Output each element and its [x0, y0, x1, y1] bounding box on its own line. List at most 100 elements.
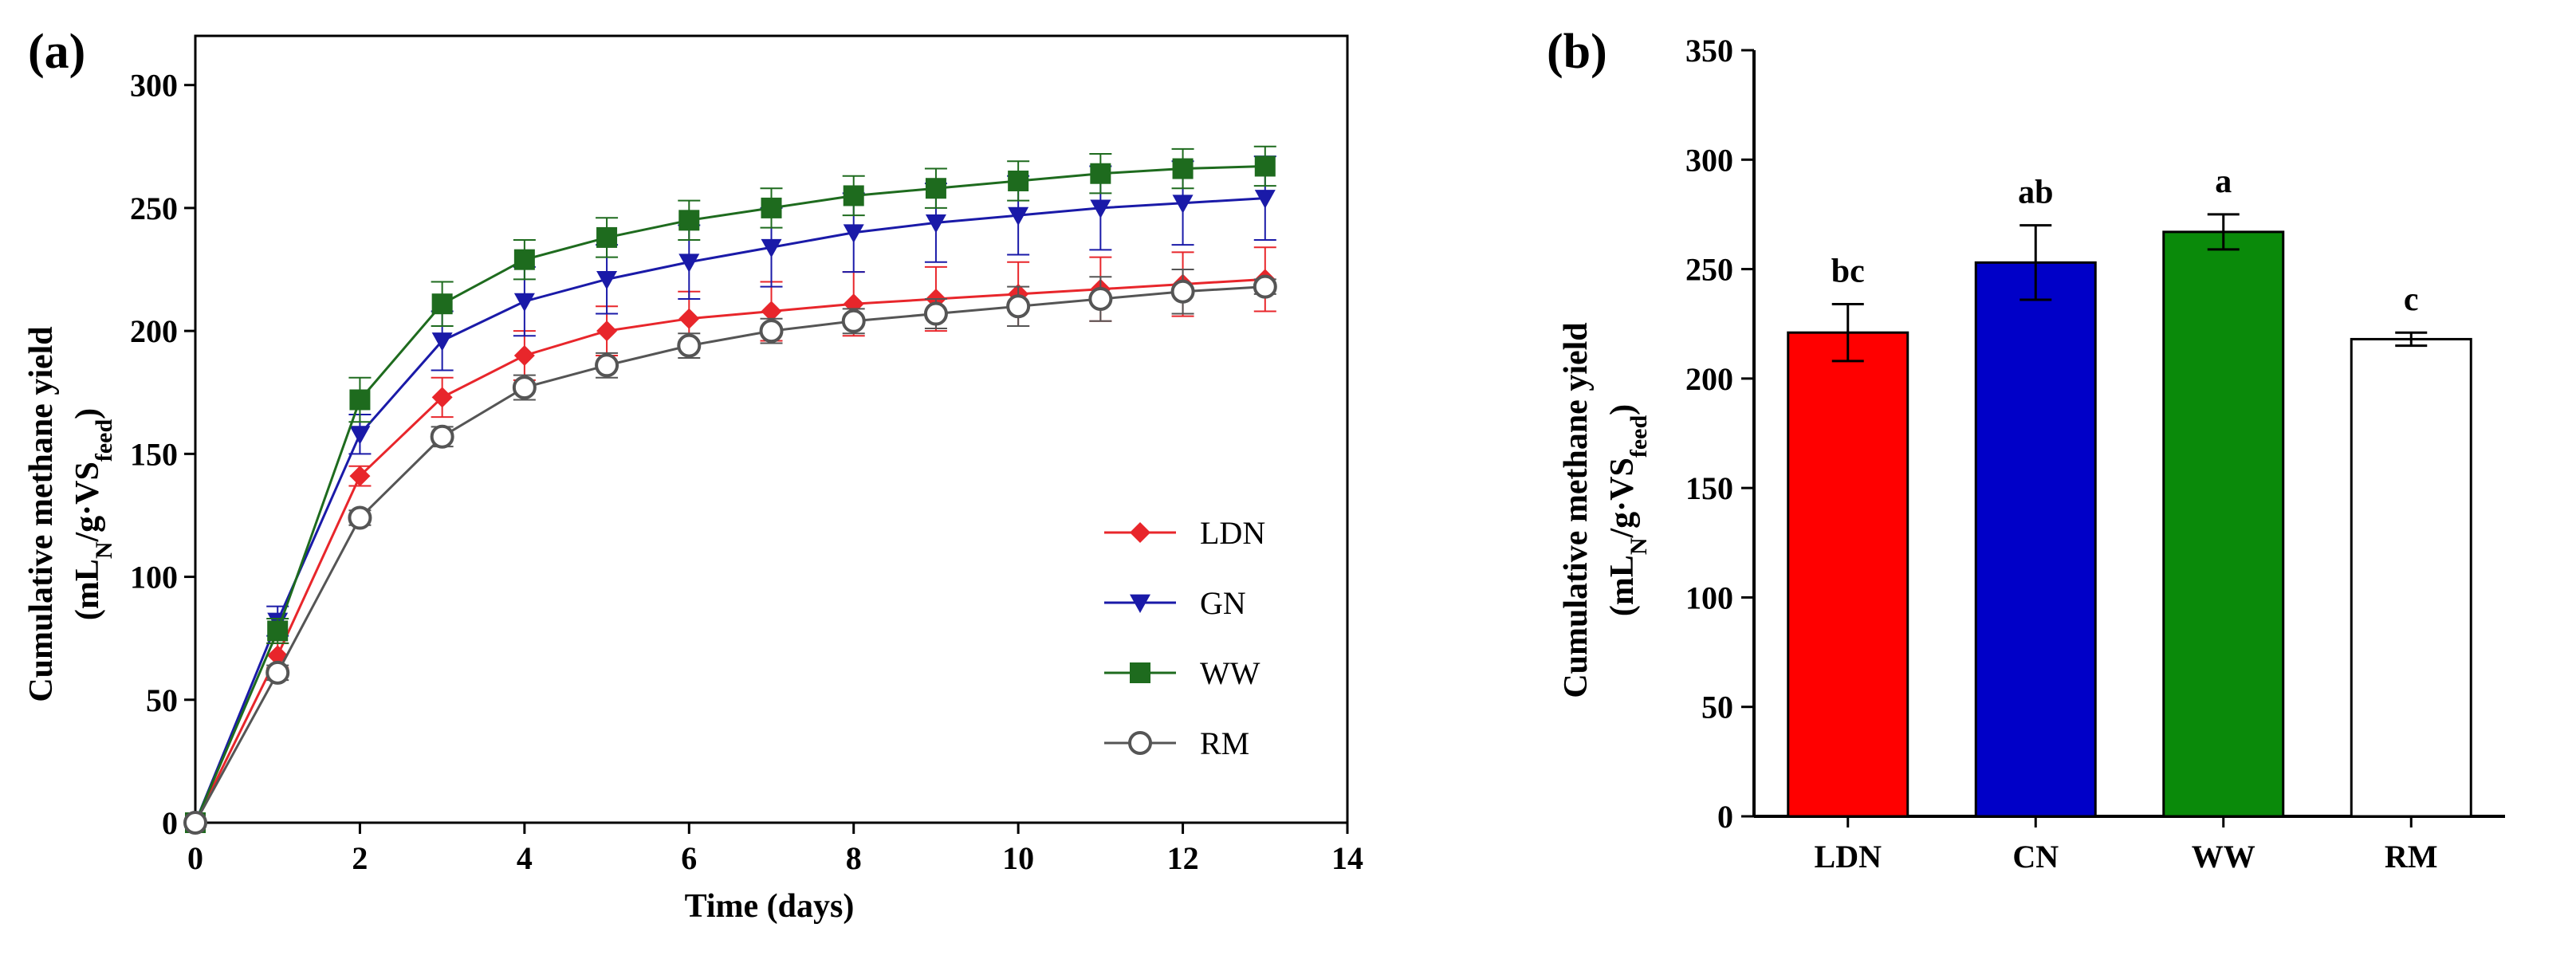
series-line — [194, 277, 1265, 824]
bar — [1974, 261, 2097, 818]
panel-a-y-axis-title: Cumulative methane yield (mLN/g·VSfeed) — [23, 326, 117, 702]
data-point — [513, 344, 535, 366]
panel-a-plot-area — [183, 145, 1277, 835]
data-point — [596, 270, 618, 290]
x-tick-label: 10 — [1002, 840, 1034, 876]
x-tick-label: 6 — [681, 840, 697, 876]
data-point — [843, 224, 864, 243]
panel-a-frame — [194, 34, 1349, 824]
series-rm — [183, 269, 1277, 835]
legend-marker — [1130, 522, 1150, 543]
x-category-label: RM — [2385, 839, 2438, 875]
data-point — [1172, 195, 1194, 214]
data-point — [1172, 158, 1194, 179]
data-point — [348, 505, 372, 530]
x-tick-label: 14 — [1331, 840, 1363, 876]
data-point — [1008, 206, 1029, 226]
bar — [1787, 331, 1909, 818]
series-ww — [185, 145, 1276, 833]
data-point — [349, 466, 371, 487]
legend-marker — [1128, 731, 1152, 755]
x-category-label: CN — [2012, 839, 2059, 875]
bar — [2162, 230, 2285, 818]
data-point — [430, 424, 454, 449]
legend-label: RM — [1200, 725, 1249, 761]
x-tick-label: 2 — [352, 840, 368, 876]
legend-label: WW — [1200, 655, 1260, 691]
series-line — [194, 164, 1265, 824]
legend-item-ldn: LDN — [1104, 515, 1265, 551]
y-tick-label: 0 — [1717, 799, 1733, 835]
data-point — [843, 185, 864, 206]
data-point — [431, 387, 453, 408]
legend-item-ww: WW — [1104, 655, 1260, 691]
y-tick-label: 250 — [130, 191, 178, 226]
data-point — [431, 332, 453, 352]
data-point — [923, 301, 948, 326]
panel-a-y-axis-units: (mLN/g·VSfeed) — [69, 408, 117, 620]
legend-marker — [1130, 594, 1150, 613]
data-point — [1170, 279, 1195, 304]
series-line — [194, 285, 1265, 824]
data-point — [267, 620, 289, 642]
x-category-label: WW — [2192, 839, 2255, 875]
y-tick-label: 150 — [130, 436, 178, 472]
panel-a-line-chart: (a) Cumulative methane yield (mLN/g·VSfe… — [23, 25, 1363, 925]
data-point — [596, 226, 618, 248]
data-point — [678, 210, 700, 231]
y-tick-label: 100 — [130, 560, 178, 596]
panel-b-y-axis-units: (mLN/g·VSfeed) — [1604, 404, 1652, 616]
y-tick-label: 150 — [1685, 470, 1733, 506]
y-tick-label: 250 — [1685, 252, 1733, 288]
legend-label: GN — [1200, 585, 1246, 621]
data-point — [1088, 287, 1113, 312]
series-gn — [185, 155, 1276, 833]
significance-letter: ab — [2018, 175, 2053, 211]
data-point — [1090, 163, 1111, 184]
data-point — [1008, 170, 1029, 191]
data-point — [595, 353, 619, 378]
significance-letter: c — [2404, 281, 2419, 318]
data-point — [183, 811, 207, 835]
data-point — [431, 293, 453, 315]
data-point — [1254, 190, 1276, 209]
y-tick-label: 0 — [162, 805, 178, 841]
bar — [2350, 337, 2472, 818]
data-point — [349, 426, 371, 445]
data-point — [512, 375, 537, 400]
panel-a-label: (a) — [28, 25, 85, 79]
y-tick-label: 100 — [1685, 580, 1733, 615]
legend-label: LDN — [1200, 515, 1265, 551]
bar-group-ww: a WW — [2162, 163, 2285, 875]
y-tick-label: 300 — [1685, 142, 1733, 178]
panel-a-axes: 0 2 4 6 8 10 12 14 0 50 100 150 200 250 300 — [130, 34, 1363, 876]
panel-b-label: (b) — [1547, 25, 1607, 79]
data-point — [841, 309, 866, 333]
y-tick-label: 50 — [1701, 690, 1733, 725]
data-point — [761, 197, 782, 218]
legend-item-gn: GN — [1104, 585, 1246, 621]
data-point — [925, 178, 946, 199]
x-tick-label: 12 — [1167, 840, 1199, 876]
panel-b-axes: 0 50 100 150 200 250 300 350 — [1685, 33, 2505, 835]
panel-b-y-axis-label: Cumulative methane yield — [1558, 322, 1595, 698]
data-point — [925, 214, 946, 234]
x-category-label: LDN — [1815, 839, 1882, 875]
data-point — [1254, 155, 1276, 177]
data-point — [1253, 274, 1277, 299]
x-tick-label: 0 — [187, 840, 203, 876]
panel-b-bar-chart: (b) Cumulative methane yield (mLN/g·VSfe… — [1547, 25, 2505, 875]
panel-b-y-axis-title: Cumulative methane yield (mLN/g·VSfeed) — [1558, 322, 1652, 698]
bar-group-cn: ab CN — [1974, 175, 2097, 875]
data-point — [1090, 199, 1111, 218]
data-point — [513, 293, 535, 313]
data-point — [349, 389, 371, 411]
y-tick-label: 300 — [130, 68, 178, 104]
data-point — [1006, 294, 1031, 319]
data-point — [759, 319, 784, 344]
data-point — [513, 249, 535, 270]
x-tick-label: 8 — [846, 840, 862, 876]
y-tick-label: 350 — [1685, 33, 1733, 69]
data-point — [761, 301, 782, 322]
data-point — [265, 660, 290, 685]
